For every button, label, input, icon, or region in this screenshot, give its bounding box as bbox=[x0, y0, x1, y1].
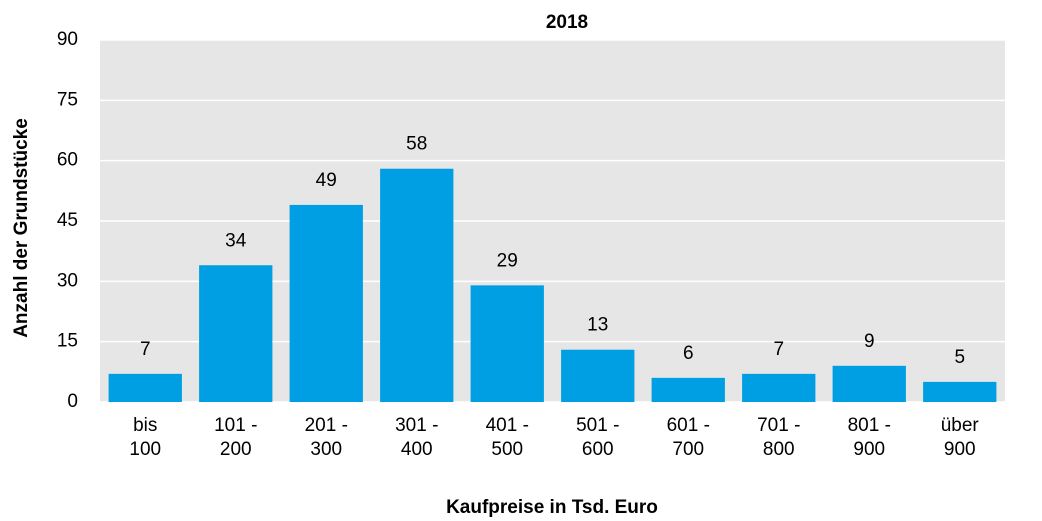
value-label: 13 bbox=[587, 315, 608, 336]
value-label: 9 bbox=[864, 331, 875, 352]
x-axis-label: Kaufpreise in Tsd. Euro bbox=[446, 497, 658, 518]
value-label: 49 bbox=[316, 170, 337, 191]
x-tick-label: bis 100 bbox=[129, 415, 162, 460]
y-axis-label: Anzahl der Grundstücke bbox=[11, 118, 32, 338]
value-label: 5 bbox=[954, 347, 965, 368]
bar bbox=[470, 285, 544, 402]
chart-title: 2018 bbox=[546, 12, 588, 33]
x-tick-label: 501 - 600 bbox=[576, 415, 620, 460]
bar bbox=[289, 204, 363, 402]
bar bbox=[923, 381, 997, 402]
bar bbox=[742, 373, 816, 402]
value-label: 7 bbox=[773, 339, 784, 360]
y-tick-label: 15 bbox=[57, 331, 78, 352]
bar bbox=[108, 373, 182, 402]
y-tick-label: 0 bbox=[67, 391, 78, 412]
value-label: 34 bbox=[225, 230, 247, 251]
x-tick-label: über 900 bbox=[940, 415, 979, 460]
bar bbox=[832, 365, 906, 402]
y-tick-label: 30 bbox=[57, 270, 78, 291]
x-tick-label: 601 - 700 bbox=[666, 415, 710, 460]
value-label: 6 bbox=[683, 343, 694, 364]
x-tick-label: 401 - 500 bbox=[485, 415, 529, 460]
bar bbox=[651, 377, 725, 402]
x-tick-label: 201 - 300 bbox=[304, 415, 348, 460]
value-label: 58 bbox=[406, 134, 427, 155]
value-label: 7 bbox=[140, 339, 151, 360]
x-tick-label: 701 - 800 bbox=[757, 415, 801, 460]
value-label: 29 bbox=[497, 250, 518, 271]
y-tick-label: 60 bbox=[57, 150, 78, 171]
bar bbox=[199, 265, 273, 402]
y-tick-label: 75 bbox=[57, 89, 78, 110]
y-tick-label: 90 bbox=[57, 29, 78, 50]
bar bbox=[380, 168, 454, 402]
x-tick-label: 801 - 900 bbox=[847, 415, 891, 460]
bar bbox=[561, 349, 635, 402]
x-tick-label: 101 - 200 bbox=[214, 415, 258, 460]
y-tick-label: 45 bbox=[57, 210, 78, 231]
x-tick-label: 301 - 400 bbox=[395, 415, 439, 460]
